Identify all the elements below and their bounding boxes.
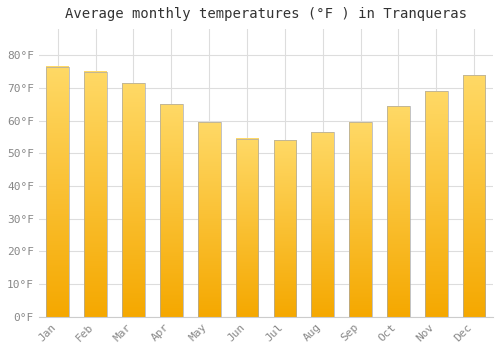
Title: Average monthly temperatures (°F ) in Tranqueras: Average monthly temperatures (°F ) in Tr… <box>65 7 467 21</box>
